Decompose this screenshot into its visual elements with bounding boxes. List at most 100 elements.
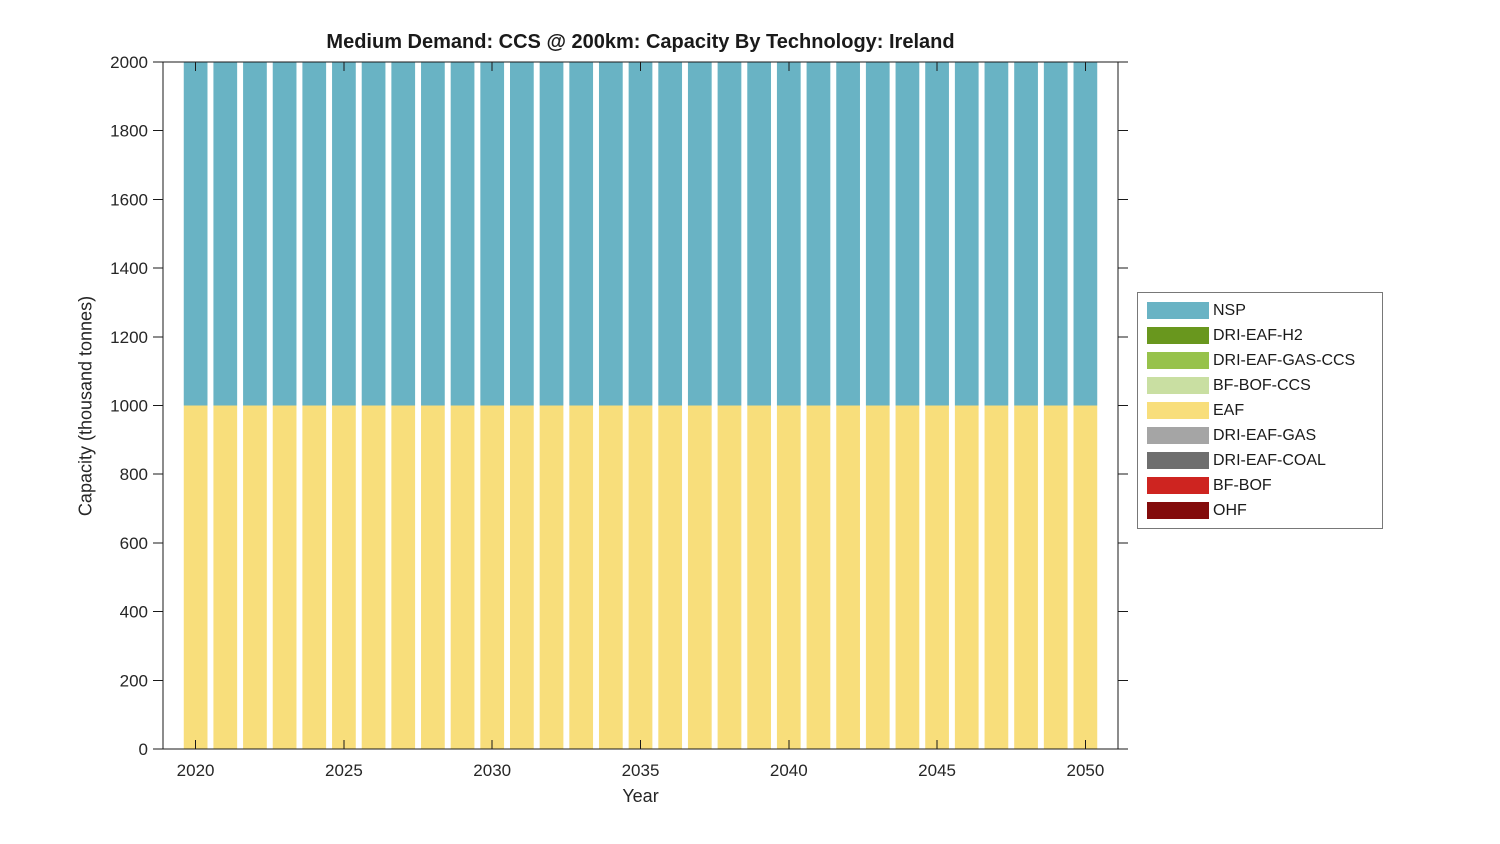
bar-segment-EAF-2036: [658, 405, 683, 749]
bar-segment-NSP-2033: [569, 62, 594, 406]
bar-segment-EAF-2026: [361, 405, 386, 749]
legend-label: DRI-EAF-H2: [1213, 327, 1303, 344]
legend-swatch-EAF: [1147, 402, 1209, 419]
legend-swatch-BF-BOF-CCS: [1147, 377, 1209, 394]
bar-segment-EAF-2042: [836, 405, 860, 749]
bar-segment-EAF-2033: [569, 405, 594, 749]
legend-swatch-DRI-EAF-GAS-CCS: [1147, 352, 1209, 369]
bar-segment-EAF-2025: [332, 405, 356, 749]
bar-segment-NSP-2025: [332, 62, 356, 406]
y-tick-label: 800: [120, 465, 148, 484]
bar-segment-NSP-2020: [183, 62, 208, 406]
bar-segment-EAF-2037: [687, 405, 712, 749]
bar-segment-NSP-2036: [658, 62, 683, 406]
bar-segment-NSP-2048: [1014, 62, 1038, 406]
bar-segment-NSP-2023: [272, 62, 297, 406]
legend-row-OHF: OHF: [1147, 498, 1373, 523]
bar-segment-NSP-2027: [391, 62, 416, 406]
legend-row-DRI-EAF-COAL: DRI-EAF-COAL: [1147, 448, 1373, 473]
x-tick-label: 2025: [325, 761, 363, 780]
legend-row-BF-BOF: BF-BOF: [1147, 473, 1373, 498]
y-tick-label: 1800: [110, 122, 148, 141]
y-tick-label: 200: [120, 671, 148, 690]
legend-label: NSP: [1213, 302, 1246, 319]
bar-segment-NSP-2022: [243, 62, 267, 406]
bar-segment-EAF-2035: [628, 405, 653, 749]
bar-segment-NSP-2032: [539, 62, 564, 406]
bar-segment-NSP-2029: [450, 62, 475, 406]
y-tick-label: 1600: [110, 190, 148, 209]
legend-swatch-OHF: [1147, 502, 1209, 519]
bar-segment-EAF-2049: [1043, 405, 1068, 749]
bar-segment-NSP-2028: [421, 62, 445, 406]
bar-segment-EAF-2028: [421, 405, 445, 749]
bar-segment-NSP-2043: [865, 62, 890, 406]
legend-swatch-DRI-EAF-COAL: [1147, 452, 1209, 469]
bar-segment-NSP-2030: [480, 62, 505, 406]
bar-segment-NSP-2041: [806, 62, 831, 406]
bar-segment-NSP-2039: [747, 62, 771, 406]
bar-segment-EAF-2024: [302, 405, 327, 749]
x-tick-label: 2045: [918, 761, 956, 780]
legend-swatch-NSP: [1147, 302, 1209, 319]
legend-row-NSP: NSP: [1147, 298, 1373, 323]
legend-label: DRI-EAF-GAS: [1213, 427, 1317, 444]
legend-row-EAF: EAF: [1147, 398, 1373, 423]
bar-segment-EAF-2045: [925, 405, 949, 749]
legend-row-DRI-EAF-H2: DRI-EAF-H2: [1147, 323, 1373, 348]
bar-segment-NSP-2021: [213, 62, 238, 406]
legend-row-BF-BOF-CCS: BF-BOF-CCS: [1147, 373, 1373, 398]
legend-swatch-DRI-EAF-H2: [1147, 327, 1209, 344]
y-tick-label: 1400: [110, 259, 148, 278]
bar-segment-NSP-2042: [836, 62, 860, 406]
bar-segment-EAF-2021: [213, 405, 238, 749]
chart-title: Medium Demand: CCS @ 200km: Capacity By …: [326, 31, 955, 53]
bar-segment-NSP-2031: [510, 62, 534, 406]
bar-segment-EAF-2038: [717, 405, 742, 749]
legend-label: DRI-EAF-GAS-CCS: [1213, 352, 1356, 369]
x-tick-label: 2030: [473, 761, 511, 780]
bar-segment-NSP-2044: [895, 62, 920, 406]
legend-label: DRI-EAF-COAL: [1213, 452, 1326, 469]
bar-segment-EAF-2032: [539, 405, 564, 749]
bar-segment-NSP-2045: [925, 62, 949, 406]
bar-segment-NSP-2046: [954, 62, 979, 406]
bar-segment-EAF-2047: [984, 405, 1009, 749]
y-tick-label: 1000: [110, 397, 148, 416]
legend-label: BF-BOF: [1213, 477, 1272, 494]
bar-segment-EAF-2023: [272, 405, 297, 749]
bar-segment-NSP-2026: [361, 62, 386, 406]
bar-segment-EAF-2031: [510, 405, 534, 749]
bar-segment-NSP-2047: [984, 62, 1009, 406]
bar-segment-NSP-2038: [717, 62, 742, 406]
bar-segment-EAF-2046: [954, 405, 979, 749]
bar-segment-EAF-2041: [806, 405, 831, 749]
bar-segment-EAF-2050: [1073, 405, 1098, 749]
legend-row-DRI-EAF-GAS: DRI-EAF-GAS: [1147, 423, 1373, 448]
bar-segment-EAF-2048: [1014, 405, 1038, 749]
legend-label: BF-BOF-CCS: [1213, 377, 1311, 394]
y-tick-label: 400: [120, 603, 148, 622]
legend: NSP DRI-EAF-H2 DRI-EAF-GAS-CCS BF-BOF-CCS EA…: [1137, 292, 1383, 529]
bar-segment-EAF-2044: [895, 405, 920, 749]
y-tick-label: 1200: [110, 328, 148, 347]
legend-label: EAF: [1213, 402, 1245, 419]
y-tick-label: 2000: [110, 53, 148, 72]
bar-segment-EAF-2034: [598, 405, 623, 749]
x-tick-label: 2050: [1066, 761, 1104, 780]
bar-segment-NSP-2024: [302, 62, 327, 406]
bar-segment-EAF-2022: [243, 405, 267, 749]
bar-segment-EAF-2027: [391, 405, 416, 749]
x-tick-label: 2020: [177, 761, 215, 780]
x-axis-label: Year: [622, 786, 659, 806]
legend-row-DRI-EAF-GAS-CCS: DRI-EAF-GAS-CCS: [1147, 348, 1373, 373]
bar-segment-EAF-2020: [183, 405, 208, 749]
bar-segment-EAF-2030: [480, 405, 505, 749]
bar-segment-EAF-2039: [747, 405, 771, 749]
bar-segment-NSP-2035: [628, 62, 653, 406]
y-tick-label: 0: [139, 740, 148, 759]
bar-segment-EAF-2040: [776, 405, 801, 749]
bar-segment-NSP-2049: [1043, 62, 1068, 406]
